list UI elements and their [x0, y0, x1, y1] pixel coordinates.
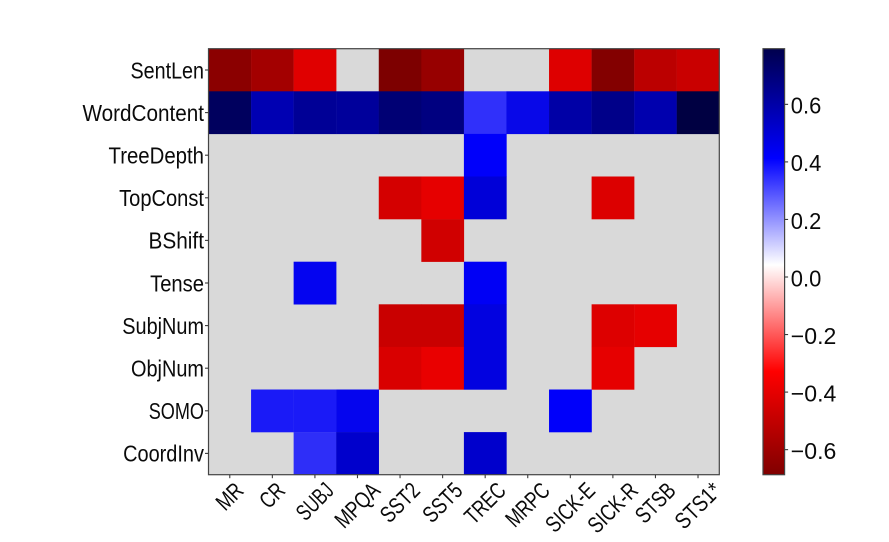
svg-text:CoordInv: CoordInv — [123, 441, 204, 467]
svg-text:Tense: Tense — [150, 270, 204, 296]
svg-text:0.4: 0.4 — [791, 150, 822, 176]
svg-text:SubjNum: SubjNum — [122, 313, 204, 339]
svg-text:SentLen: SentLen — [131, 57, 205, 83]
svg-text:−0.6: −0.6 — [791, 438, 837, 464]
svg-text:BShift: BShift — [149, 228, 205, 254]
svg-text:−0.2: −0.2 — [791, 323, 837, 349]
svg-text:SOMO: SOMO — [149, 398, 204, 424]
svg-text:WordContent: WordContent — [83, 100, 205, 126]
svg-text:TreeDepth: TreeDepth — [109, 143, 205, 169]
svg-text:TopConst: TopConst — [119, 185, 204, 211]
svg-text:0.6: 0.6 — [791, 93, 822, 119]
svg-text:0.0: 0.0 — [791, 265, 822, 291]
svg-text:ObjNum: ObjNum — [131, 356, 204, 382]
svg-text:−0.4: −0.4 — [791, 380, 837, 406]
svg-text:0.2: 0.2 — [791, 208, 822, 234]
